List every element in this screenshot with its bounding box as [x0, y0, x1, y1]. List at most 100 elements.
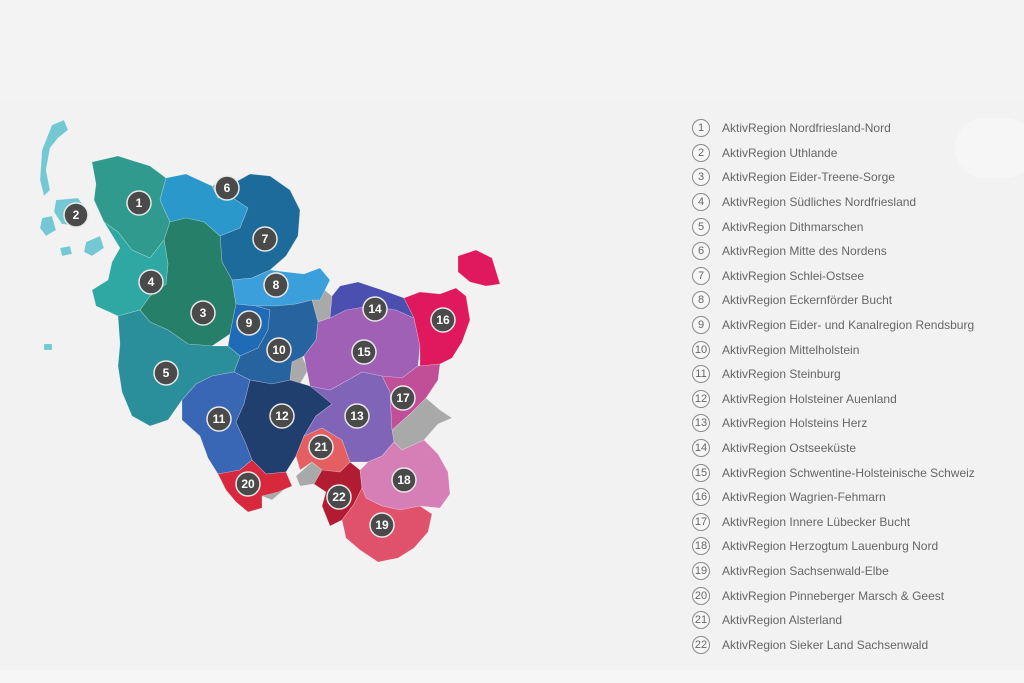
marker-11[interactable]: 11 [206, 406, 232, 432]
svg-text:19: 19 [375, 518, 389, 532]
legend-number-badge: 1 [692, 119, 710, 138]
marker-10[interactable]: 10 [266, 337, 292, 363]
legend-item[interactable]: 18 AktivRegion Herzogtum Lauenburg Nord [692, 534, 975, 559]
legend-label: AktivRegion Schwentine-Holsteinische Sch… [722, 465, 975, 480]
svg-text:13: 13 [350, 409, 364, 423]
legend-item[interactable]: 10 AktivRegion Mittelholstein [692, 337, 975, 362]
marker-9[interactable]: 9 [236, 310, 262, 336]
svg-text:22: 22 [332, 490, 346, 504]
legend-item[interactable]: 1 AktivRegion Nordfriesland-Nord [692, 116, 975, 141]
legend-number-badge: 16 [692, 488, 710, 507]
svg-text:3: 3 [200, 306, 207, 320]
legend-number-badge: 21 [692, 611, 710, 630]
legend-label: AktivRegion Schlei-Ostsee [722, 268, 865, 283]
legend-label: AktivRegion Sieker Land Sachsenwald [722, 637, 929, 652]
svg-text:5: 5 [163, 366, 170, 380]
legend-item[interactable]: 16 AktivRegion Wagrien-Fehmarn [692, 485, 975, 510]
legend-label: AktivRegion Südliches Nordfriesland [722, 195, 917, 210]
legend-number-badge: 6 [692, 242, 710, 261]
svg-text:15: 15 [357, 345, 371, 359]
marker-21[interactable]: 21 [308, 434, 334, 460]
legend-label: AktivRegion Uthlande [722, 145, 838, 160]
legend-item[interactable]: 11 AktivRegion Steinburg [692, 362, 975, 387]
marker-4[interactable]: 4 [138, 269, 164, 295]
marker-22[interactable]: 22 [326, 484, 352, 510]
region-16-fehmarn-island[interactable] [457, 249, 501, 287]
legend-number-badge: 18 [692, 537, 710, 556]
legend-label: AktivRegion Mittelholstein [722, 342, 860, 357]
legend-label: AktivRegion Innere Lübecker Bucht [722, 514, 911, 529]
svg-text:12: 12 [275, 409, 289, 423]
region-markers: 1 2 3 4 5 6 7 8 9 10 11 12 13 14 15 16 1… [63, 175, 456, 538]
marker-3[interactable]: 3 [190, 300, 216, 326]
region-2-uthlande[interactable] [39, 119, 105, 351]
legend-item[interactable]: 17 AktivRegion Innere Lübecker Bucht [692, 510, 975, 535]
legend-item[interactable]: 22 AktivRegion Sieker Land Sachsenwald [692, 632, 975, 657]
legend-number-badge: 3 [692, 168, 710, 187]
legend-item[interactable]: 4 AktivRegion Südliches Nordfriesland [692, 190, 975, 215]
svg-text:1: 1 [136, 196, 143, 210]
legend-label: AktivRegion Pinneberger Marsch & Geest [722, 588, 945, 603]
legend-label: AktivRegion Holsteiner Auenland [722, 391, 897, 406]
svg-text:4: 4 [148, 275, 155, 289]
marker-19[interactable]: 19 [369, 512, 395, 538]
legend-label: AktivRegion Wagrien-Fehmarn [722, 490, 886, 505]
legend-item[interactable]: 7 AktivRegion Schlei-Ostsee [692, 264, 975, 289]
marker-15[interactable]: 15 [351, 339, 377, 365]
marker-6[interactable]: 6 [214, 175, 240, 201]
legend-label: AktivRegion Dithmarschen [722, 219, 864, 234]
region-legend: 1 AktivRegion Nordfriesland-Nord 2 AktivRe… [692, 116, 975, 657]
legend-label: AktivRegion Holsteins Herz [722, 416, 868, 431]
marker-1[interactable]: 1 [126, 190, 152, 216]
legend-label: AktivRegion Herzogtum Lauenburg Nord [722, 539, 939, 554]
marker-17[interactable]: 17 [390, 385, 416, 411]
svg-text:7: 7 [262, 232, 269, 246]
legend-item[interactable]: 14 AktivRegion Ostseeküste [692, 436, 975, 461]
legend-label: AktivRegion Nordfriesland-Nord [722, 121, 891, 136]
legend-label: AktivRegion Eider- und Kanalregion Rends… [722, 318, 975, 333]
legend-item[interactable]: 5 AktivRegion Dithmarschen [692, 214, 975, 239]
legend-item[interactable]: 21 AktivRegion Alsterland [692, 608, 975, 633]
marker-2[interactable]: 2 [63, 202, 89, 228]
marker-5[interactable]: 5 [153, 360, 179, 386]
legend-item[interactable]: 2 AktivRegion Uthlande [692, 141, 975, 166]
legend-item[interactable]: 20 AktivRegion Pinneberger Marsch & Geest [692, 583, 975, 608]
svg-text:10: 10 [272, 343, 286, 357]
legend-item[interactable]: 6 AktivRegion Mitte des Nordens [692, 239, 975, 264]
legend-number-badge: 20 [692, 586, 710, 605]
marker-12[interactable]: 12 [269, 403, 295, 429]
legend-number-badge: 17 [692, 512, 710, 531]
legend-number-badge: 9 [692, 316, 710, 335]
legend-number-badge: 12 [692, 389, 710, 408]
marker-13[interactable]: 13 [344, 403, 370, 429]
svg-text:18: 18 [397, 473, 411, 487]
legend-item[interactable]: 13 AktivRegion Holsteins Herz [692, 411, 975, 436]
legend-number-badge: 10 [692, 340, 710, 359]
marker-14[interactable]: 14 [362, 296, 388, 322]
legend-item[interactable]: 19 AktivRegion Sachsenwald-Elbe [692, 559, 975, 584]
header-band [0, 0, 1024, 100]
legend-number-badge: 7 [692, 266, 710, 285]
legend-item[interactable]: 3 AktivRegion Eider-Treene-Sorge [692, 165, 975, 190]
svg-text:21: 21 [314, 440, 328, 454]
legend-item[interactable]: 9 AktivRegion Eider- und Kanalregion Rend… [692, 313, 975, 338]
marker-18[interactable]: 18 [391, 467, 417, 493]
legend-item[interactable]: 12 AktivRegion Holsteiner Auenland [692, 387, 975, 412]
legend-label: AktivRegion Eckernförder Bucht [722, 293, 893, 308]
footer-band [0, 670, 1024, 683]
legend-label: AktivRegion Steinburg [722, 367, 841, 382]
region-map: 1 2 3 4 5 6 7 8 9 10 11 12 13 14 15 16 1… [39, 119, 501, 563]
legend-number-badge: 11 [692, 365, 710, 384]
marker-16[interactable]: 16 [430, 307, 456, 333]
legend-label: AktivRegion Ostseeküste [722, 441, 857, 456]
legend-number-badge: 2 [692, 143, 710, 162]
marker-7[interactable]: 7 [252, 226, 278, 252]
legend-item[interactable]: 15 AktivRegion Schwentine-Holsteinische S… [692, 460, 975, 485]
svg-text:17: 17 [396, 391, 410, 405]
svg-text:20: 20 [241, 477, 255, 491]
legend-label: AktivRegion Alsterland [722, 613, 843, 628]
marker-8[interactable]: 8 [263, 272, 289, 298]
marker-20[interactable]: 20 [235, 471, 261, 497]
svg-text:11: 11 [213, 412, 226, 426]
legend-item[interactable]: 8 AktivRegion Eckernförder Bucht [692, 288, 975, 313]
